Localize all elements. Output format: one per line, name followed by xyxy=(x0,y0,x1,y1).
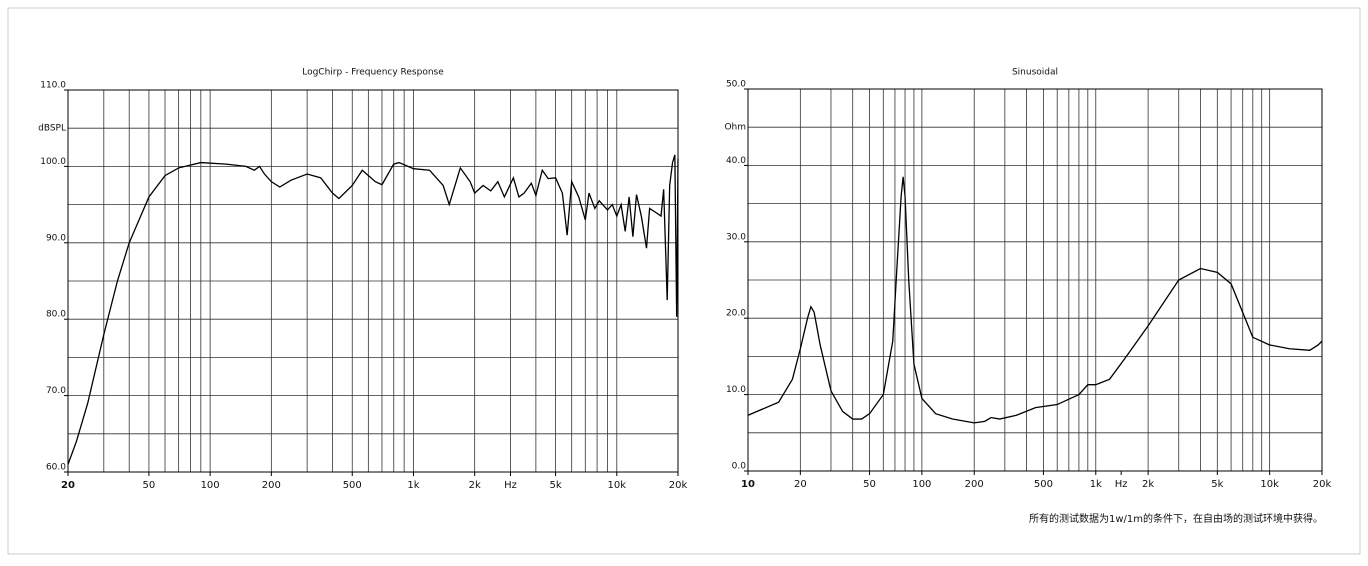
y-axis-label: Ohm xyxy=(724,123,746,133)
x-tick-label: 2k xyxy=(469,480,481,491)
x-tick-label: 2k xyxy=(1142,479,1154,490)
y-tick-label: 110.0 xyxy=(40,81,66,91)
page-frame xyxy=(7,7,1361,555)
x-tick-label: 1k xyxy=(1090,479,1102,490)
y-tick-label: 80.0 xyxy=(46,310,66,320)
x-tick-label: 1k xyxy=(407,480,419,491)
plot-frame xyxy=(67,89,679,473)
y-tick-label: 90.0 xyxy=(46,233,66,243)
x-tick-label: 10k xyxy=(1260,479,1279,490)
chart-title: Sinusoidal xyxy=(1012,68,1058,78)
x-tick-label: 50 xyxy=(143,480,156,491)
x-tick-label: Hz xyxy=(1115,479,1128,490)
footnote: 所有的测试数据为1w/1m的条件下，在自由场的测试环境中获得。 xyxy=(1029,512,1323,525)
data-line xyxy=(67,154,679,465)
chart-title: LogChirp - Frequency Response xyxy=(302,68,444,78)
x-tick-label: Hz xyxy=(504,480,517,491)
y-tick-label: 50.0 xyxy=(726,80,746,90)
plot-frame xyxy=(747,88,1323,472)
x-tick-label: 20 xyxy=(794,479,807,490)
x-tick-label: 200 xyxy=(262,480,281,491)
y-tick-label: 40.0 xyxy=(726,156,746,166)
y-tick-label: 70.0 xyxy=(46,386,66,396)
x-tick-label: 10k xyxy=(608,480,627,491)
x-tick-label: 5k xyxy=(550,480,562,491)
y-tick-label: 100.0 xyxy=(40,157,66,167)
y-tick-label: 30.0 xyxy=(726,232,746,242)
x-tick-label: 10 xyxy=(741,479,755,490)
y-tick-label: 20.0 xyxy=(726,309,746,319)
x-tick-label: 500 xyxy=(1034,479,1053,490)
x-tick-label: 20k xyxy=(669,480,688,491)
x-tick-label: 20k xyxy=(1313,479,1332,490)
y-tick-label: 10.0 xyxy=(726,385,746,395)
y-tick-label: 60.0 xyxy=(46,463,66,473)
x-tick-label: 100 xyxy=(201,480,220,491)
x-tick-label: 100 xyxy=(912,479,931,490)
x-tick-label: 200 xyxy=(965,479,984,490)
x-tick-label: 50 xyxy=(863,479,876,490)
y-tick-label: 0.0 xyxy=(732,462,747,472)
x-tick-label: 500 xyxy=(343,480,362,491)
x-tick-label: 5k xyxy=(1211,479,1223,490)
y-axis-label: dBSPL xyxy=(38,124,66,134)
data-line xyxy=(747,176,1323,424)
x-tick-label: 20 xyxy=(61,480,75,491)
